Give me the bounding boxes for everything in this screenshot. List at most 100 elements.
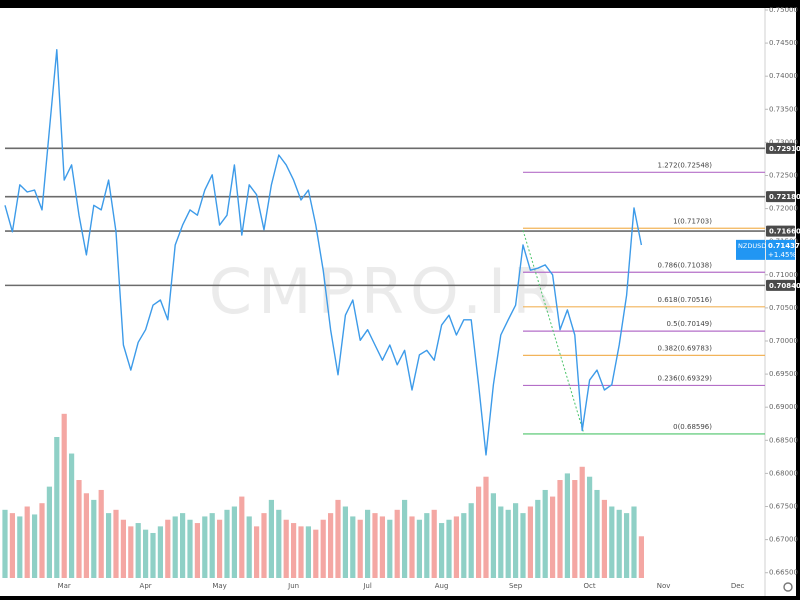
volume-bar [120, 519, 126, 578]
fib-label: 0.382(0.69783) [658, 344, 713, 352]
y-tick-label: 0.67000 [769, 536, 798, 544]
y-tick-label: 0.68000 [769, 469, 798, 477]
volume-bar [91, 499, 97, 578]
y-tick-label: 0.73000 [769, 138, 798, 146]
volume-bar [335, 499, 341, 578]
volume-bar [638, 536, 644, 578]
y-tick-label: 0.72500 [769, 171, 798, 179]
volume-bar [372, 513, 378, 578]
volume-bar [535, 499, 541, 578]
level-tag [766, 142, 795, 154]
y-tick-label: 0.74500 [769, 39, 798, 47]
volume-bar [624, 513, 630, 578]
volume-bar [135, 523, 141, 578]
volume-bar [520, 513, 526, 578]
volume-bar [350, 516, 356, 578]
volume-bar [379, 516, 385, 578]
volume-bar [113, 509, 119, 578]
volume-bar [32, 514, 38, 578]
x-tick-label: Jun [287, 582, 299, 590]
volume-bar [557, 480, 563, 578]
y-tick-label: 0.74000 [769, 72, 798, 80]
volume-bar [513, 503, 519, 578]
x-tick-label: Jul [362, 582, 372, 590]
volume-bar [83, 493, 89, 578]
volume-bar [483, 476, 489, 578]
x-tick-label: Sep [509, 582, 523, 590]
level-label: 0.72180 [769, 193, 800, 201]
x-tick-label: Aug [435, 582, 449, 590]
y-tick-label: 0.67500 [769, 503, 798, 511]
y-tick-label: 0.71000 [769, 271, 798, 279]
last-price-label: 0.71437 [768, 242, 800, 250]
volume-bar [476, 486, 482, 578]
last-price-name: NZDUSD [738, 242, 766, 250]
volume-bar [194, 523, 200, 578]
volume-bar [564, 473, 570, 578]
volume-bar [342, 506, 348, 578]
volume-bar [54, 436, 60, 578]
volume-bar [239, 496, 245, 578]
volume-bar [69, 453, 75, 578]
volume-bar [209, 513, 215, 578]
volume-bar [165, 519, 171, 578]
volume-bar [150, 532, 156, 578]
level-label: 0.71660 [769, 228, 800, 236]
x-tick-label: Dec [731, 582, 745, 590]
last-price-change: +1.45% [768, 251, 796, 259]
volume-bar [527, 506, 533, 578]
volume-bar [453, 516, 459, 578]
volume-bar [261, 513, 267, 578]
volume-bar [39, 503, 45, 578]
volume-bar [387, 519, 393, 578]
volume-bar [254, 526, 260, 578]
settings-icon[interactable] [783, 582, 793, 592]
last-price-tag [736, 239, 765, 260]
volume-bar [439, 523, 445, 578]
volume-bar [579, 466, 585, 578]
fib-label: 1.272(0.72548) [658, 161, 713, 169]
volume-bar [461, 513, 467, 578]
watermark: CMPRO.IR [209, 255, 562, 328]
volume-bar [609, 506, 615, 578]
volume-bar [631, 506, 637, 578]
x-tick-label: May [212, 582, 226, 590]
level-tag [766, 279, 795, 291]
volume-bar [2, 509, 8, 578]
volume-bar [572, 480, 578, 578]
volume-bar [187, 519, 193, 578]
volume-bar [224, 509, 230, 578]
volume-bar [268, 499, 274, 578]
volume-bar [416, 519, 422, 578]
y-tick-label: 0.70500 [769, 304, 798, 312]
volume-bar [394, 509, 400, 578]
volume-bar [587, 476, 593, 578]
volume-bar [283, 519, 289, 578]
volume-bar [424, 513, 430, 578]
fib-label: 0.618(0.70516) [658, 296, 713, 304]
x-tick-label: Oct [584, 582, 596, 590]
volume-bar [217, 519, 223, 578]
volume-bar [446, 519, 452, 578]
volume-bar [61, 413, 67, 578]
volume-bar [17, 516, 23, 578]
y-tick-label: 0.70000 [769, 337, 798, 345]
gear[interactable] [783, 582, 793, 592]
y-tick-label: 0.72000 [769, 205, 798, 213]
volume-bar [24, 506, 30, 578]
y-tick-label: 0.69000 [769, 403, 798, 411]
volume-bar [498, 506, 504, 578]
volume-bar [157, 526, 163, 578]
volume-bar [276, 509, 282, 578]
volume-bar [468, 503, 474, 578]
level-tag [766, 191, 795, 203]
volume-bar [320, 519, 326, 578]
price-line [4, 49, 643, 456]
volume-bar [550, 496, 556, 578]
volume-bar [291, 523, 297, 578]
volume-bar [542, 489, 548, 578]
volume-bar [46, 486, 52, 578]
volume-bar [106, 513, 112, 578]
